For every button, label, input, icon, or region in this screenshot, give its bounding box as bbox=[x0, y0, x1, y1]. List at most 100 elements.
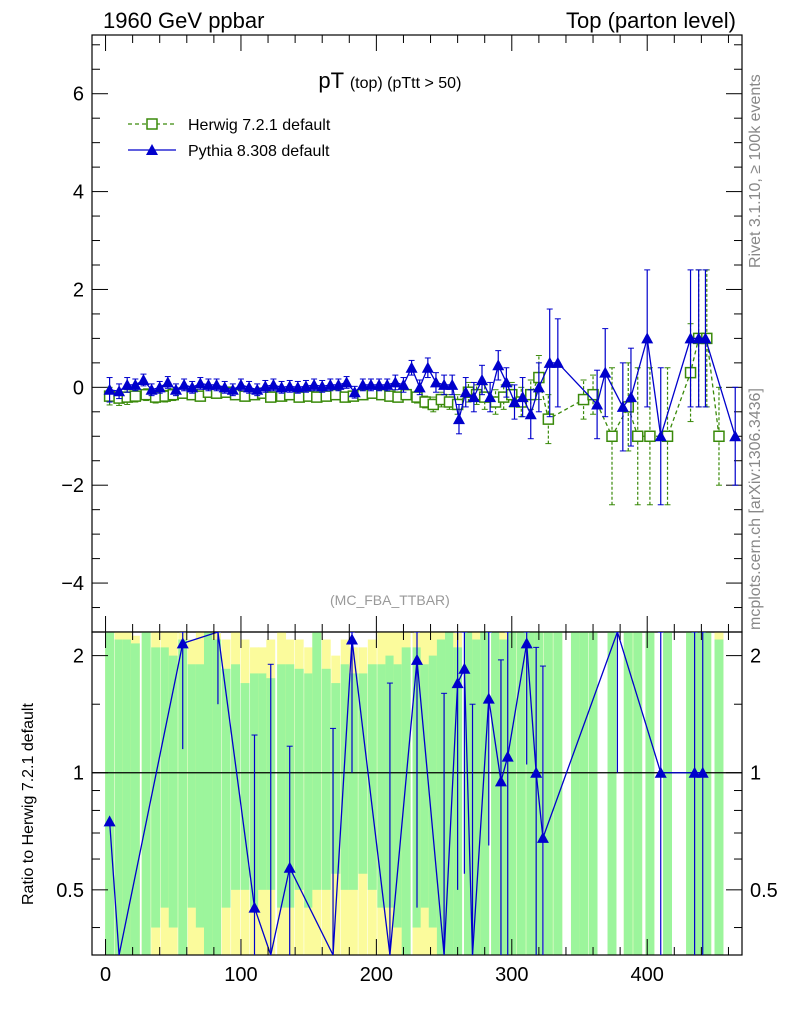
data-point bbox=[129, 390, 142, 402]
inner-band bbox=[348, 673, 358, 890]
data-point bbox=[218, 381, 231, 393]
data-point bbox=[729, 430, 742, 442]
inner-band bbox=[507, 632, 517, 955]
inner-band bbox=[203, 632, 213, 955]
inner-band bbox=[633, 632, 643, 955]
inner-band bbox=[543, 632, 553, 955]
data-point bbox=[186, 381, 199, 393]
inner-band bbox=[436, 639, 446, 955]
header-left: 1960 GeV ppbar bbox=[103, 8, 265, 33]
ratio-y-tick-label-right: 1 bbox=[750, 763, 761, 785]
inner-band bbox=[526, 632, 536, 955]
ratio-data-point bbox=[494, 775, 507, 787]
ratio-data-point bbox=[248, 901, 261, 913]
data-point bbox=[389, 376, 402, 388]
data-point bbox=[308, 378, 321, 390]
data-point bbox=[508, 396, 521, 408]
y-tick-label: 0 bbox=[73, 377, 84, 399]
inner-band bbox=[105, 632, 115, 955]
inner-band bbox=[312, 632, 322, 890]
inner-band bbox=[499, 639, 509, 955]
y-tick-label: −2 bbox=[61, 475, 84, 497]
data-point bbox=[129, 378, 142, 390]
data-point bbox=[311, 391, 323, 403]
ratio-data-point bbox=[536, 831, 549, 843]
header-right: Top (parton level) bbox=[566, 8, 736, 33]
inner-band bbox=[702, 632, 712, 955]
inner-band bbox=[212, 639, 222, 955]
inner-band bbox=[714, 639, 724, 955]
data-point bbox=[631, 430, 644, 443]
data-point bbox=[577, 393, 590, 406]
data-point bbox=[194, 377, 207, 389]
inner-band bbox=[122, 639, 132, 955]
data-point bbox=[438, 378, 451, 390]
ratio-data-point bbox=[451, 677, 464, 689]
data-point bbox=[348, 386, 361, 398]
inner-band bbox=[472, 639, 482, 955]
data-point bbox=[641, 332, 654, 344]
ratio-data-point bbox=[696, 766, 709, 778]
inner-band bbox=[151, 647, 161, 928]
ratio-data-point bbox=[520, 637, 533, 649]
analysis-watermark: (MC_FBA_TTBAR) bbox=[330, 592, 450, 608]
series-1 bbox=[103, 269, 742, 506]
inner-band bbox=[588, 632, 598, 955]
data-point bbox=[452, 413, 465, 425]
ratio-panel: 0 100 200 300 400 0.5 0.5 1 1 2 2 bbox=[56, 631, 778, 986]
ratio-data-point bbox=[501, 750, 514, 762]
inner-band bbox=[178, 639, 188, 955]
ratio-data-point bbox=[103, 815, 116, 827]
inner-band bbox=[340, 664, 350, 890]
inner-band bbox=[480, 632, 490, 955]
inner-band bbox=[160, 647, 170, 908]
inner-band bbox=[367, 664, 377, 890]
data-point bbox=[476, 373, 488, 385]
ratio-data-point bbox=[654, 766, 667, 778]
data-point bbox=[283, 380, 296, 392]
data-point bbox=[234, 378, 247, 390]
data-point bbox=[405, 361, 418, 373]
data-point bbox=[551, 356, 564, 368]
data-point bbox=[153, 381, 166, 393]
inner-band bbox=[304, 673, 314, 908]
inner-band bbox=[277, 664, 287, 908]
data-point bbox=[484, 391, 497, 403]
data-point bbox=[397, 378, 410, 390]
data-point bbox=[624, 391, 637, 403]
inner-band bbox=[623, 632, 633, 955]
data-point bbox=[524, 408, 537, 420]
inner-band bbox=[428, 655, 438, 928]
data-point bbox=[429, 376, 442, 388]
x-tick-label: 100 bbox=[224, 964, 257, 986]
inner-band bbox=[445, 632, 454, 955]
ratio-y-tick-label-right: 0.5 bbox=[750, 880, 778, 902]
ratio-data-point bbox=[283, 861, 296, 873]
data-point bbox=[413, 381, 426, 393]
legend: Herwig 7.2.1 default Pythia 8.308 default bbox=[128, 117, 331, 160]
inner-band bbox=[491, 632, 501, 955]
inner-band bbox=[358, 673, 368, 874]
data-point bbox=[446, 378, 459, 390]
inner-band bbox=[187, 664, 197, 908]
chart-title: pT (top) (pTtt > 50) bbox=[318, 68, 461, 93]
inner-band bbox=[195, 664, 205, 928]
inner-band bbox=[141, 632, 151, 955]
data-point bbox=[161, 376, 174, 388]
inner-band bbox=[607, 632, 617, 955]
inner-band bbox=[645, 632, 655, 955]
y-tick-label: −4 bbox=[61, 573, 84, 595]
data-point bbox=[616, 400, 629, 412]
data-point bbox=[364, 378, 377, 390]
data-point bbox=[532, 381, 545, 393]
inner-band bbox=[321, 668, 331, 890]
inner-band bbox=[221, 668, 231, 908]
inner-band bbox=[168, 655, 178, 928]
data-point bbox=[324, 378, 337, 390]
data-point bbox=[542, 413, 555, 425]
data-point bbox=[121, 378, 134, 390]
inner-band bbox=[377, 664, 387, 908]
data-point bbox=[459, 386, 472, 398]
ratio-y-tick-label-right: 2 bbox=[750, 646, 761, 668]
ratio-data-point bbox=[458, 662, 471, 674]
